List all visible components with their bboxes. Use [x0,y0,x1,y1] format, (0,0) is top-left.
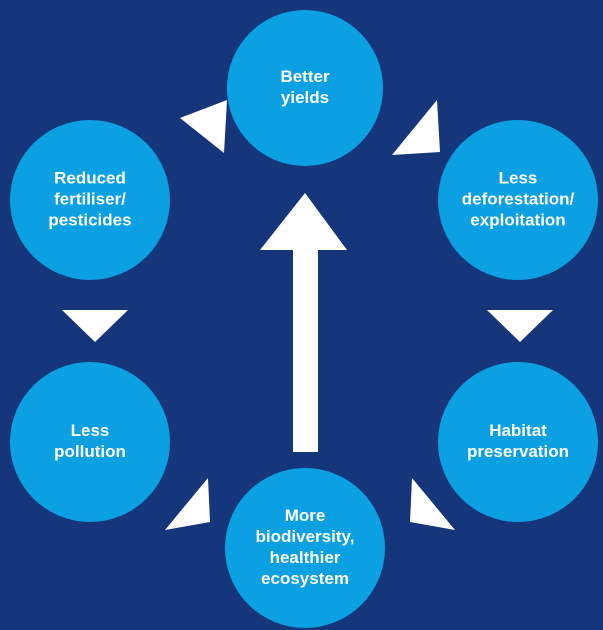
node-label: pollution [54,442,126,461]
arrow [392,100,440,155]
node-label: Reduced [54,168,126,187]
nodes: Better yields Less deforestation/exploitati… [10,10,598,628]
arrow [410,478,455,530]
arrows [62,100,553,530]
node-label: Less [71,421,110,440]
arrow [62,310,128,342]
node-label: fertiliser/ [54,189,126,208]
node-circle [10,120,170,280]
arrow [487,310,553,342]
node-label: deforestation/ [462,189,575,208]
arrow [165,478,210,530]
arrow [180,100,227,153]
node-circle [438,120,598,280]
node-label: healthier [270,548,341,567]
center-arrow [260,193,347,452]
node-label: exploitation [470,210,565,229]
node-label: preservation [467,442,569,461]
node-circle [227,10,383,166]
node-label: pesticides [48,210,131,229]
node-circle [438,362,598,522]
node-label: Better [280,67,330,86]
node-label: Habitat [489,421,547,440]
node-label: yields [281,88,329,107]
node-label: biodiversity, [256,527,355,546]
node-label: ecosystem [261,569,349,588]
node-circle [225,468,385,628]
node-label: More [285,506,326,525]
node-label: Less [499,168,538,187]
node-circle [10,362,170,522]
